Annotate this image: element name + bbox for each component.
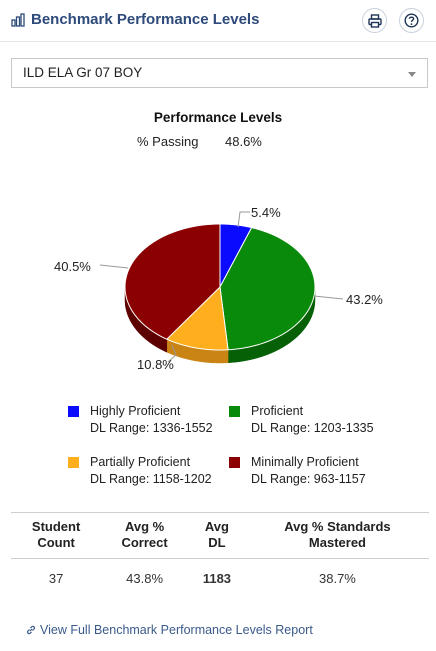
link-icon — [26, 625, 36, 635]
legend-range-value: 1158-1202 — [152, 472, 212, 486]
pie-leader-line — [167, 344, 177, 363]
help-button[interactable] — [399, 8, 424, 33]
passing-label: % Passing — [137, 134, 199, 149]
legend-swatch — [229, 406, 240, 417]
avg-dl-value: 1183 — [202, 571, 232, 586]
avg-dl-header: Avg DL — [187, 512, 246, 559]
panel-header: Benchmark Performance Levels — [0, 0, 436, 42]
pie-data-label: 40.5% — [54, 259, 91, 274]
performance-pie-chart: 5.4% 43.2% 10.8% 40.5% — [54, 205, 383, 372]
student-count-value: 37 — [48, 571, 64, 586]
pie-slice-proficient[interactable] — [219, 227, 316, 351]
legend-range-label: DL Range: — [90, 472, 150, 486]
passing-value: 48.6% — [225, 134, 262, 149]
pie-leader-line — [313, 295, 344, 300]
avg-correct-value: 43.8% — [126, 571, 164, 586]
legend-range-label: DL Range: — [251, 421, 311, 435]
pie-leader-line — [99, 264, 129, 269]
legend-swatch — [68, 406, 79, 417]
full-report-link-label: View Full Benchmark Performance Levels R… — [40, 623, 313, 637]
legend-label: Partially Proficient — [90, 455, 191, 469]
assessment-select[interactable]: ILD ELA Gr 07 BOY — [11, 58, 428, 88]
legend-range-label: DL Range: — [251, 472, 311, 486]
legend-swatch — [68, 457, 79, 468]
legend-range: DL Range: 1336-1552 — [90, 420, 213, 437]
stats-table: Student Count Avg % Correct Avg DL Avg % St… — [11, 512, 429, 598]
legend-range: DL Range: 1158-1202 — [90, 471, 212, 488]
print-button[interactable] — [362, 8, 387, 33]
panel-title: Benchmark Performance Levels — [31, 11, 260, 28]
pie-leader-line — [237, 211, 250, 228]
avg-standards-header: Avg % Standards Mastered — [245, 512, 429, 559]
printer-icon — [367, 13, 382, 28]
pie-data-label: 5.4% — [251, 205, 281, 220]
legend-range-value: 963-1157 — [313, 472, 366, 486]
legend-label: Highly Proficient — [90, 404, 181, 418]
student-count-header: Student Count — [11, 512, 102, 559]
full-report-link[interactable]: View Full Benchmark Performance Levels R… — [25, 623, 313, 637]
legend-range-label: DL Range: — [90, 421, 150, 435]
assessment-select-value: ILD ELA Gr 07 BOY — [23, 65, 143, 80]
pie-data-label: 10.8% — [137, 357, 174, 372]
pie-slice-minimally-proficient[interactable] — [124, 223, 221, 340]
pie-slice-partially-proficient[interactable] — [165, 285, 229, 351]
avg-correct-header: Avg % Correct — [101, 512, 188, 559]
stats-header-row: Student Count Avg % Correct Avg DL Avg % St… — [11, 512, 429, 559]
legend-label: Minimally Proficient — [251, 455, 359, 469]
legend-swatch — [229, 457, 240, 468]
pie-data-label: 43.2% — [346, 292, 383, 307]
legend-range-value: 1336-1552 — [152, 421, 213, 435]
chevron-down-icon — [408, 72, 416, 77]
table-row: 37 43.8% 1183 38.7% — [11, 559, 429, 599]
legend-range-value: 1203-1335 — [313, 421, 374, 435]
legend-range: DL Range: 963-1157 — [251, 471, 366, 488]
chart-title: Performance Levels — [153, 110, 283, 125]
legend-label: Proficient — [251, 404, 304, 418]
help-circle-icon — [404, 13, 419, 28]
avg-standards-value: 38.7% — [319, 571, 356, 586]
legend-range: DL Range: 1203-1335 — [251, 420, 374, 437]
bar-chart-icon — [11, 13, 25, 27]
